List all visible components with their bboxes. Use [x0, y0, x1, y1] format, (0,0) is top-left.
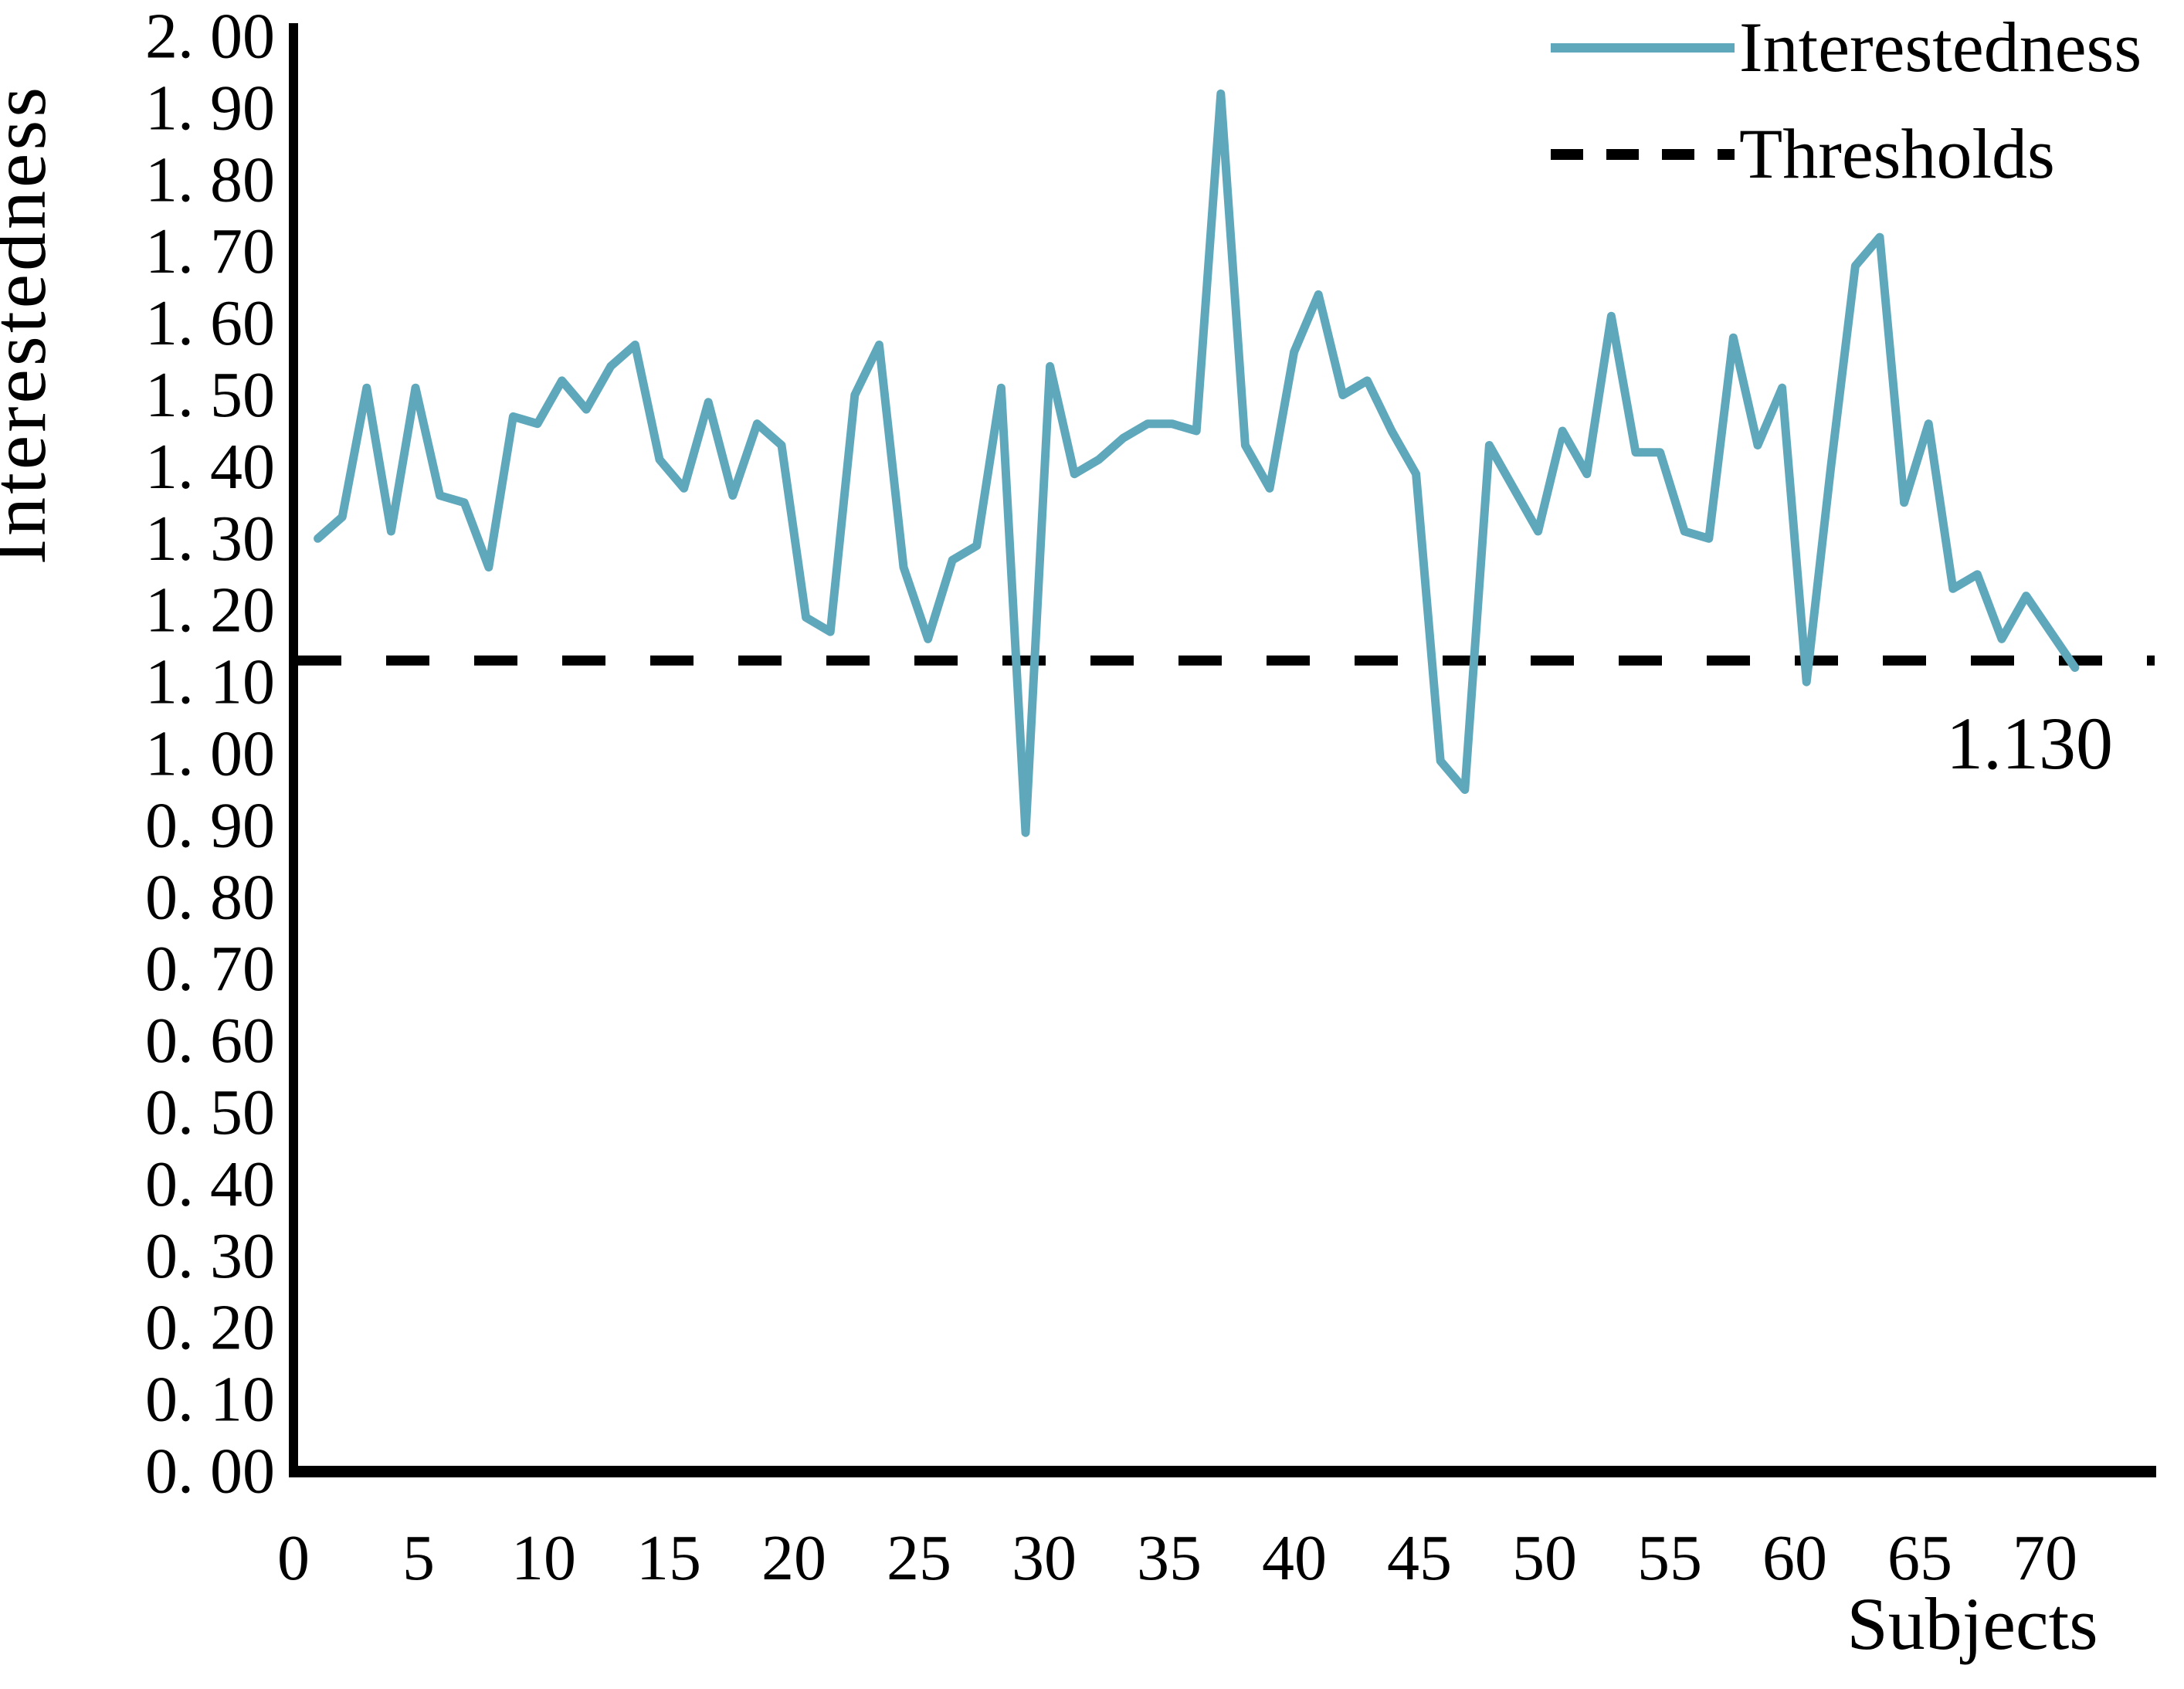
x-axis-title: Subjects: [1847, 1582, 2098, 1665]
x-tick-label: 60: [1762, 1522, 1827, 1594]
y-axis-tick-labels: 2. 001. 901. 801. 701. 601. 501. 401. 30…: [145, 1, 275, 1508]
x-tick-label: 70: [2013, 1522, 2077, 1594]
x-axis-line: [289, 1466, 2156, 1477]
y-tick-label: 1. 80: [145, 144, 275, 215]
y-tick-label: 1. 70: [145, 215, 275, 287]
y-tick-label: 2. 00: [145, 1, 275, 73]
y-tick-label: 0. 30: [145, 1220, 275, 1292]
threshold-value-annotation: 1.130: [1946, 702, 2113, 785]
x-tick-label: 30: [1012, 1522, 1077, 1594]
y-tick-label: 0. 40: [145, 1148, 275, 1220]
x-tick-label: 5: [402, 1522, 435, 1594]
y-tick-label: 0. 60: [145, 1005, 275, 1077]
y-tick-label: 1. 90: [145, 72, 275, 144]
x-tick-label: 55: [1637, 1522, 1702, 1594]
legend-thresholds-label: Thresholds: [1739, 114, 2055, 193]
y-tick-label: 1. 40: [145, 431, 275, 503]
x-tick-label: 65: [1887, 1522, 1952, 1594]
legend: Interestedness Thresholds: [1551, 8, 2142, 193]
y-tick-label: 1. 50: [145, 359, 275, 431]
y-tick-label: 0. 90: [145, 789, 275, 861]
y-tick-label: 0. 10: [145, 1364, 275, 1436]
x-tick-label: 0: [277, 1522, 310, 1594]
x-tick-label: 25: [887, 1522, 951, 1594]
y-axis-line: [289, 23, 298, 1477]
x-tick-label: 35: [1137, 1522, 1202, 1594]
x-tick-label: 45: [1387, 1522, 1452, 1594]
x-tick-label: 20: [761, 1522, 826, 1594]
legend-interestedness-label: Interestedness: [1739, 8, 2142, 86]
y-tick-label: 1. 60: [145, 287, 275, 359]
x-tick-label: 40: [1262, 1522, 1327, 1594]
x-tick-label: 10: [511, 1522, 576, 1594]
y-tick-label: 0. 80: [145, 861, 275, 933]
interestedness-series-line: [314, 89, 2080, 837]
x-tick-label: 50: [1512, 1522, 1577, 1594]
y-axis-title: Interestedness: [0, 84, 62, 565]
y-tick-label: 0. 50: [145, 1077, 275, 1148]
y-tick-label: 1. 30: [145, 503, 275, 575]
x-axis-tick-labels: 0 5 10 15 20 25 30 35 40 45 50 55 60 65 70: [277, 1522, 2077, 1594]
y-tick-label: 0. 20: [145, 1292, 275, 1364]
y-tick-label: 1. 00: [145, 718, 275, 790]
x-tick-label: 15: [636, 1522, 701, 1594]
y-tick-label: 1. 10: [145, 646, 275, 718]
y-tick-label: 0. 00: [145, 1436, 275, 1508]
y-tick-label: 1. 20: [145, 575, 275, 646]
y-tick-label: 0. 70: [145, 933, 275, 1005]
